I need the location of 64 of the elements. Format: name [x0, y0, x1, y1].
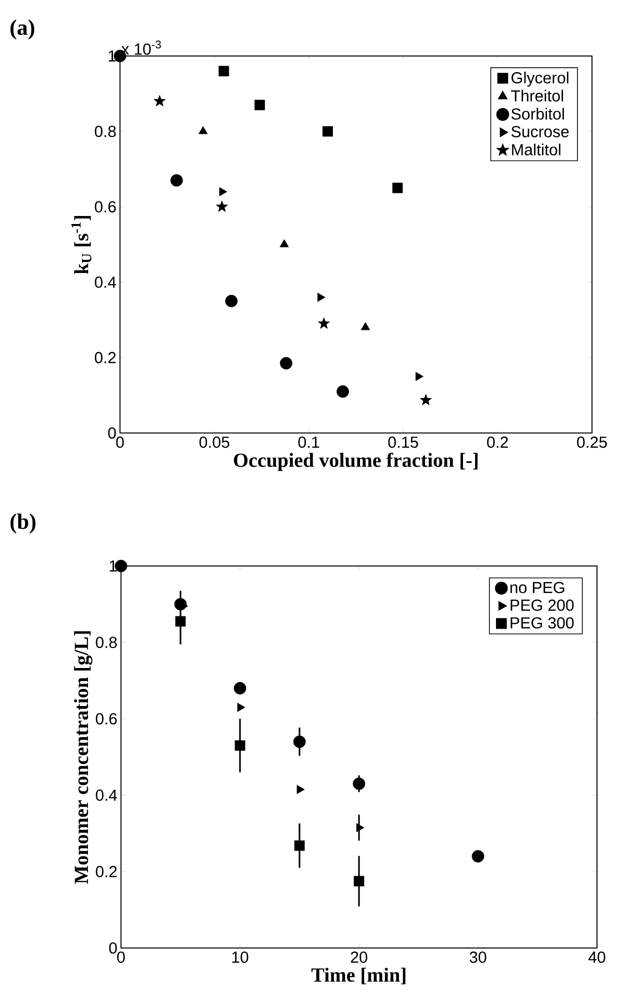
y-tick-label: 0.4 [96, 790, 117, 801]
legend-label: Sucrose [511, 126, 569, 138]
y-tick-label: 0 [109, 942, 117, 954]
x-tick-label: 0 [117, 952, 125, 963]
y-tick-label: 0.8 [96, 636, 117, 648]
x-tick-label: 0.05 [199, 436, 230, 448]
x-axis-title: Time [min] [311, 968, 406, 984]
y-axis-title: Monomer concentration [g/L] [74, 631, 92, 884]
point [234, 682, 246, 694]
legend-label: Threitol [511, 90, 564, 102]
x-tick-label: 30 [470, 952, 486, 963]
point [420, 394, 432, 406]
point [280, 239, 289, 248]
chart-title: (b) [10, 514, 36, 534]
y-tick-label: 0.6 [96, 713, 117, 724]
x-tick-label: 10 [232, 952, 248, 963]
point [318, 317, 330, 329]
x-tick-label: 0.15 [388, 436, 418, 448]
x-tick-label: 0 [116, 436, 124, 448]
legend-label: Glycerol [512, 72, 568, 87]
y-tick-label: 0.2 [96, 866, 117, 878]
point [219, 187, 228, 196]
point [237, 702, 246, 712]
point [280, 357, 292, 370]
legend-label: Maltitol [512, 144, 560, 156]
point [225, 294, 238, 308]
x-tick-label: 0.25 [577, 436, 607, 448]
y-tick-label: 0.6 [94, 201, 116, 212]
y-tick-label: 0 [108, 427, 116, 439]
x-axis-title: Occupied volume fraction [-] [234, 452, 478, 472]
legend-label: PEG 200 [510, 600, 574, 611]
point [234, 740, 246, 751]
point [472, 850, 484, 863]
point [218, 66, 230, 76]
legend-label: no PEG [510, 582, 564, 594]
x-tick-label: 20 [350, 952, 368, 963]
point [354, 876, 364, 886]
point [175, 616, 186, 627]
point [416, 372, 424, 381]
y-tick-label: 0.8 [94, 126, 116, 138]
point [294, 840, 305, 851]
point [293, 736, 306, 748]
point [336, 385, 349, 398]
point [317, 292, 326, 302]
point [198, 126, 208, 134]
point [216, 200, 228, 212]
x-tick-label: 0.1 [298, 436, 320, 448]
y-tick-label: 0.2 [94, 352, 116, 364]
legend-label: Sorbitol [511, 108, 564, 120]
x-tick-label: 0.2 [487, 436, 508, 448]
legend-label: PEG 300 [510, 617, 574, 629]
point [154, 95, 166, 106]
point [392, 182, 403, 194]
chart-title: (a) [10, 20, 34, 40]
y-axis-title: k$_{U}$ [s$^{-1}$] [71, 216, 92, 274]
point [170, 174, 183, 187]
point [352, 778, 366, 790]
point [254, 100, 265, 110]
point [360, 322, 370, 330]
point [296, 784, 305, 794]
y-tick-label: 0.4 [94, 276, 116, 288]
point [322, 126, 333, 137]
point [356, 823, 364, 832]
x-tick-label: 40 [588, 952, 606, 963]
